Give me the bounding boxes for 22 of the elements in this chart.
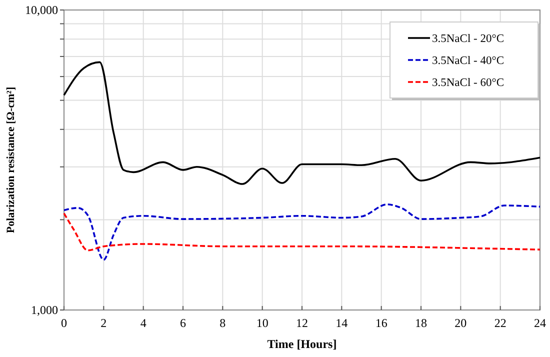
x-tick-label: 4 xyxy=(140,316,146,330)
legend-label: 3.5NaCl - 20°C xyxy=(432,33,504,46)
y-tick-label: 1,000 xyxy=(31,303,58,318)
legend-label: 3.5NaCl - 60°C xyxy=(432,77,504,90)
x-tick-label: 8 xyxy=(220,316,226,330)
line-series xyxy=(63,212,541,252)
x-tick-label: 6 xyxy=(180,316,186,330)
x-tick-label: 0 xyxy=(61,316,67,330)
y-tick-label: 10,000 xyxy=(25,3,58,18)
x-axis-title: Time [Hours] xyxy=(267,337,337,351)
x-tick-label: 12 xyxy=(296,316,308,330)
x-tick-label: 10 xyxy=(256,316,268,330)
x-tick-label: 14 xyxy=(336,316,348,330)
y-axis-title: Polarization resistance [Ω-cm²] xyxy=(5,86,17,234)
x-tick-label: 20 xyxy=(454,316,467,330)
line-series xyxy=(63,203,541,261)
x-tick-label: 18 xyxy=(415,316,427,330)
legend-label: 3.5NaCl - 40°C xyxy=(432,55,504,68)
x-tick-label: 24 xyxy=(534,316,546,330)
x-tick-label: 22 xyxy=(494,316,506,330)
x-tick-label: 16 xyxy=(375,316,388,330)
x-tick-label: 2 xyxy=(100,316,107,330)
